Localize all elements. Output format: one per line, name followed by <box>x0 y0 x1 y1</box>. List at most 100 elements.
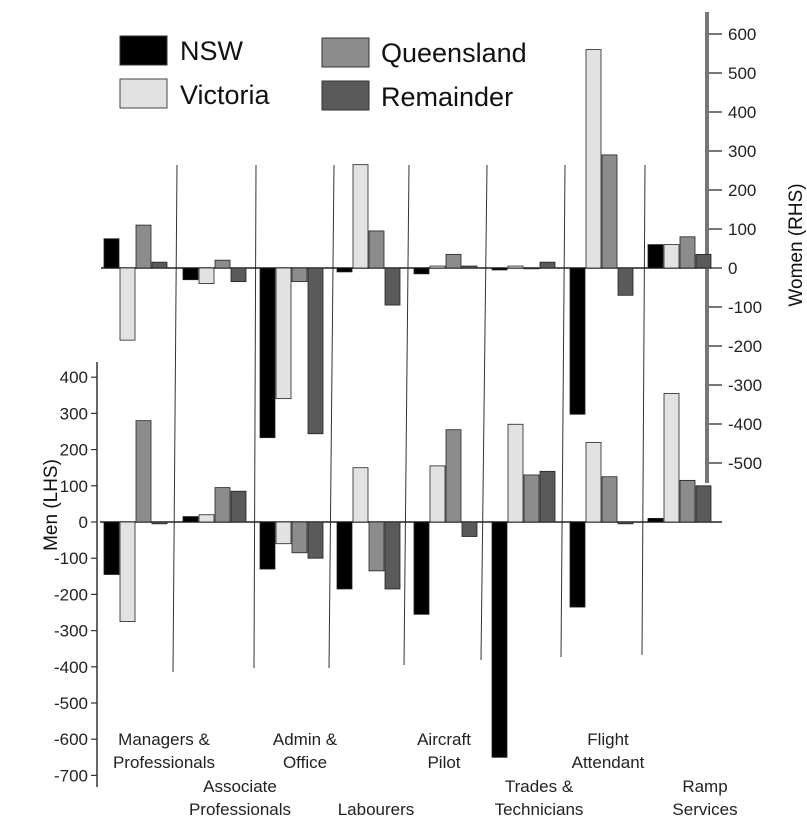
men-tick-label: -700 <box>54 766 88 785</box>
legend-swatch-victoria <box>119 78 168 109</box>
legend-label-remainder: Remainder <box>381 82 513 112</box>
women-tick-label: -200 <box>728 337 762 356</box>
men-bar-queensland <box>291 521 308 554</box>
men-bar-victoria <box>119 521 136 622</box>
category-label: Associate <box>203 777 277 796</box>
women-bar-victoria <box>663 244 680 269</box>
category-divider <box>480 164 488 661</box>
women-tick-label: -300 <box>728 376 762 395</box>
men-bar-queensland <box>523 474 540 523</box>
men-bar-victoria <box>275 521 292 545</box>
women-bar-remainder <box>230 267 247 283</box>
men-bar-queensland <box>445 429 462 523</box>
men-tick-label: 300 <box>60 404 88 423</box>
women-bar-queensland <box>445 253 462 269</box>
women-tick-label: 300 <box>728 142 756 161</box>
men-bar-nsw <box>259 521 276 570</box>
men-bar-remainder <box>307 521 324 559</box>
women-bar-queensland <box>135 224 152 269</box>
women-bar-queensland <box>601 154 618 269</box>
men-bars <box>103 393 712 758</box>
women-bar-nsw <box>336 267 353 273</box>
men-tick-label: -100 <box>54 549 88 568</box>
women-bar-victoria <box>275 267 292 400</box>
category-divider <box>172 164 178 673</box>
women-bar-victoria <box>198 267 215 285</box>
women-tick-label: 0 <box>728 259 737 278</box>
legend-label-queensland: Queensland <box>381 38 527 68</box>
men-bar-remainder <box>384 521 401 590</box>
men-bar-queensland <box>214 487 231 523</box>
legend-label-victoria: Victoria <box>180 80 271 110</box>
women-bar-nsw <box>491 267 508 271</box>
category-label: Office <box>283 753 327 772</box>
men-tick-label: -200 <box>54 585 88 604</box>
men-axis-title: Men (LHS) <box>41 459 62 551</box>
women-bar-nsw <box>413 267 430 275</box>
women-bar-remainder <box>695 253 712 269</box>
legend: NSW Victoria Queensland Remainder <box>119 35 527 112</box>
legend-swatch-queensland <box>321 37 370 68</box>
women-tick-label: -400 <box>728 415 762 434</box>
men-tick-label: 100 <box>60 477 88 496</box>
men-bar-nsw <box>413 521 430 615</box>
men-bar-queensland <box>368 521 385 572</box>
men-tick-label: -400 <box>54 658 88 677</box>
category-label: Flight <box>587 730 629 749</box>
category-label: Admin & <box>273 730 338 749</box>
women-bar-nsw <box>259 267 276 439</box>
women-bar-queensland <box>291 267 308 283</box>
women-tick-label: 200 <box>728 181 756 200</box>
men-tick-label: -300 <box>54 622 88 641</box>
men-bar-victoria <box>198 514 215 523</box>
men-bar-nsw <box>569 521 586 608</box>
category-label: Attendant <box>572 753 645 772</box>
men-tick-label: -600 <box>54 730 88 749</box>
category-divider <box>403 164 410 666</box>
category-divider <box>560 164 566 658</box>
women-axis-title: Women (RHS) <box>786 183 807 306</box>
women-bar-nsw <box>182 267 199 281</box>
men-bar-remainder <box>617 521 634 525</box>
category-label: Aircraft <box>417 730 471 749</box>
category-labels: Managers & Professionals Associate Professi… <box>113 730 738 818</box>
men-bar-queensland <box>601 476 618 523</box>
men-bar-victoria <box>429 465 446 523</box>
women-bar-victoria <box>429 265 446 269</box>
category-label: Managers & <box>118 730 210 749</box>
women-bar-victoria <box>352 164 369 269</box>
legend-swatch-remainder <box>321 80 370 111</box>
category-dividers <box>100 164 722 673</box>
category-divider <box>253 164 257 669</box>
women-bars <box>103 49 712 439</box>
men-bar-victoria <box>585 441 602 523</box>
women-bar-remainder <box>539 261 556 269</box>
men-bar-victoria <box>507 423 524 523</box>
women-bar-queensland <box>214 259 231 269</box>
men-bar-remainder <box>461 521 478 537</box>
women-bar-victoria <box>507 265 524 269</box>
women-bar-nsw <box>103 238 120 269</box>
women-tick-label: 100 <box>728 220 756 239</box>
men-bar-remainder <box>151 521 168 525</box>
women-bar-queensland <box>368 230 385 269</box>
category-label: Labourers <box>338 800 415 818</box>
men-bar-nsw <box>336 521 353 590</box>
men-bar-remainder <box>230 490 247 523</box>
category-label: Professionals <box>189 800 291 818</box>
women-bar-remainder <box>307 267 324 435</box>
women-bar-nsw <box>647 244 664 269</box>
women-tick-label: 400 <box>728 103 756 122</box>
women-axis: 600 500 400 300 200 100 0 -100 -200 -300 -400 -500 <box>705 12 762 483</box>
women-tick-label: 500 <box>728 64 756 83</box>
category-label: Technicians <box>495 800 584 818</box>
category-divider <box>641 164 646 656</box>
women-bar-queensland <box>523 267 540 270</box>
category-label: Services <box>672 800 737 818</box>
men-tick-label: 400 <box>60 368 88 387</box>
category-label: Professionals <box>113 753 215 772</box>
men-tick-label: 200 <box>60 441 88 460</box>
men-bar-victoria <box>352 467 369 523</box>
men-bar-queensland <box>679 479 696 523</box>
